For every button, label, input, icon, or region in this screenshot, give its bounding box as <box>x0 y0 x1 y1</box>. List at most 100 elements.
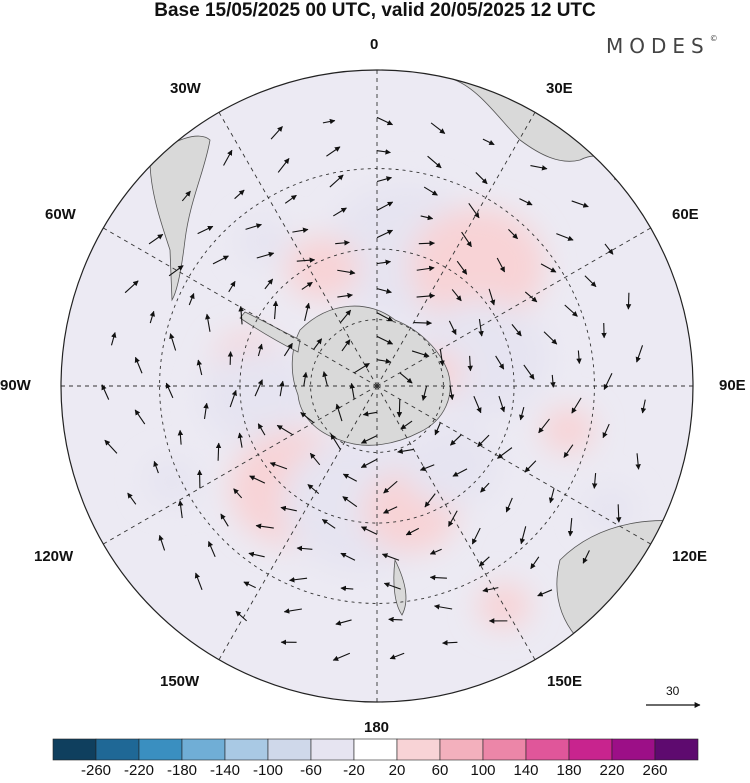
lon-label-30e: 30E <box>546 80 573 97</box>
wind-vector <box>321 518 336 529</box>
wind-vector <box>413 320 432 326</box>
colorbar-swatch <box>482 738 527 761</box>
wind-vector <box>333 207 347 217</box>
wind-vector <box>304 302 311 321</box>
wind-vector <box>332 652 351 661</box>
colorbar-tick-label: 180 <box>556 762 582 779</box>
wind-vector <box>480 482 490 493</box>
colorbar-swatch <box>267 738 312 761</box>
wind-vector <box>383 480 398 494</box>
wind-vector <box>418 240 435 247</box>
wind-vector <box>397 448 414 454</box>
wind-vector <box>523 364 535 380</box>
wind-vector <box>292 227 309 233</box>
wind-vector <box>433 604 453 610</box>
anomaly-blob <box>201 346 317 447</box>
wind-vector <box>376 259 392 266</box>
wind-vector <box>104 439 118 454</box>
wind-vector <box>550 374 556 388</box>
wind-vector <box>264 278 274 290</box>
wind-vector <box>635 453 641 470</box>
anomaly-blob <box>237 218 291 265</box>
wind-vector <box>591 473 598 489</box>
wind-vector <box>101 384 110 400</box>
wind-vector <box>519 526 527 545</box>
wind-vector <box>563 444 574 458</box>
wind-vector <box>341 339 351 352</box>
colorbar-tick-label: -20 <box>343 762 365 779</box>
new-zealand-landmass <box>393 558 407 616</box>
lon-label-90e: 90E <box>719 377 746 394</box>
wind-vector <box>419 464 435 471</box>
wind-vector <box>245 223 262 230</box>
wind-vector <box>604 243 614 255</box>
wind-vector <box>228 280 236 293</box>
wind-vector <box>473 395 482 414</box>
wind-vector <box>475 172 488 185</box>
wind-vector <box>538 418 550 434</box>
wind-vector <box>235 610 248 622</box>
wind-vector <box>429 574 447 581</box>
wind-vector <box>478 318 484 337</box>
wind-vector <box>477 434 490 448</box>
wind-vector <box>220 513 229 527</box>
wind-vector <box>203 402 209 419</box>
wind-vector <box>296 545 313 552</box>
wind-vector <box>430 122 446 134</box>
wind-vector <box>349 382 356 400</box>
wind-vector <box>421 385 428 401</box>
colorbar-tick-label: 260 <box>642 762 668 779</box>
colorbar-swatch <box>310 738 355 761</box>
wind-vector <box>448 385 455 401</box>
anomaly-blob <box>477 582 531 629</box>
wind-vector <box>467 355 473 372</box>
colorbar-swatch <box>95 738 140 761</box>
wind-vector <box>340 552 356 561</box>
graticule <box>61 70 693 702</box>
colorbar-tick-label: -140 <box>209 762 241 779</box>
wind-vector <box>383 582 401 590</box>
wind-vector <box>396 399 403 418</box>
colorbar-tick-label: 140 <box>513 762 539 779</box>
wind-vector <box>456 260 468 275</box>
lon-label-60e: 60E <box>672 206 699 223</box>
wind-vector <box>482 587 499 593</box>
wind-vector <box>283 342 293 357</box>
wind-vector <box>307 484 320 495</box>
map-boundary <box>60 69 694 703</box>
wind-vector <box>134 356 143 374</box>
wind-vector <box>427 155 442 169</box>
colorbar-tick-label: 20 <box>388 762 406 779</box>
wind-vector <box>337 269 356 276</box>
wind-vector <box>382 506 398 514</box>
wind-vector <box>602 423 610 439</box>
wind-vector <box>300 412 314 424</box>
wind-vector <box>326 146 341 157</box>
wind-vector <box>376 176 392 183</box>
wind-vector <box>497 447 513 459</box>
lon-label-120w: 120W <box>34 548 74 565</box>
wind-vector <box>153 460 159 474</box>
colorbar-tick-label: 100 <box>470 762 496 779</box>
wind-vector <box>416 293 436 299</box>
wind-vector <box>571 397 582 414</box>
lon-label-60w: 60W <box>45 206 76 223</box>
wind-vectors <box>101 116 647 661</box>
wind-vector <box>243 581 256 589</box>
wind-vector <box>508 228 518 240</box>
wind-vector <box>280 505 297 512</box>
anomaly-blob <box>541 407 595 454</box>
wind-vector <box>255 523 274 529</box>
wind-vector <box>556 233 574 241</box>
wind-vector <box>615 504 622 523</box>
map-disc <box>61 70 693 702</box>
wind-vector <box>342 496 358 508</box>
wind-vector <box>194 572 203 591</box>
wind-vector <box>309 452 321 466</box>
wind-vector <box>571 200 589 208</box>
wind-vector <box>337 292 353 299</box>
south-america-landmass <box>149 135 211 302</box>
wind-vector <box>342 473 358 482</box>
wind-vector <box>233 488 243 499</box>
